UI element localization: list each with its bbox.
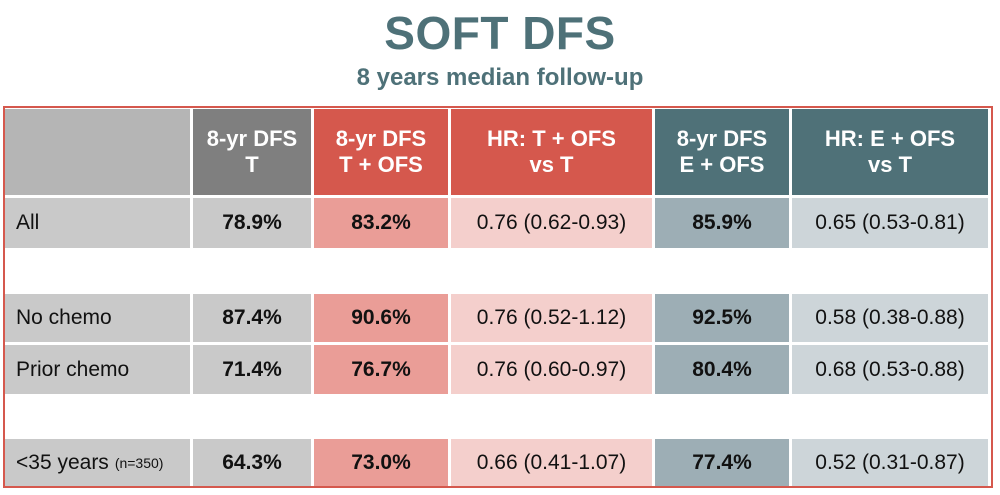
cell-prior-chemo-dfs-t: 71.4% <box>193 345 311 394</box>
row-label-under-35: <35 years (n=350) <box>5 439 190 486</box>
cell-prior-chemo-hr-t-ofs: 0.76 (0.60-0.97) <box>451 345 652 394</box>
cell-all-dfs-e-ofs: 85.9% <box>655 198 789 248</box>
cell-prior-chemo-dfs-e-ofs: 80.4% <box>655 345 789 394</box>
cell-under-35-dfs-e-ofs: 77.4% <box>655 439 789 486</box>
cell-prior-chemo-hr-e-ofs: 0.68 (0.53-0.88) <box>792 345 988 394</box>
cell-all-hr-t-ofs: 0.76 (0.62-0.93) <box>451 198 652 248</box>
spacer-row <box>5 397 190 436</box>
row-label-prior-chemo: Prior chemo <box>5 345 190 394</box>
cell-all-hr-e-ofs: 0.65 (0.53-0.81) <box>792 198 988 248</box>
cell-under-35-dfs-t-ofs: 73.0% <box>314 439 448 486</box>
header-hr-t-ofs: HR: T + OFS vs T <box>451 109 652 195</box>
cell-no-chemo-hr-t-ofs: 0.76 (0.52-1.12) <box>451 294 652 342</box>
page-subtitle: 8 years median follow-up <box>356 64 644 91</box>
row-label-all: All <box>5 198 190 248</box>
cell-all-dfs-t-ofs: 83.2% <box>314 198 448 248</box>
row-label-no-chemo: No chemo <box>5 294 190 342</box>
header-dfs-t: 8-yr DFS T <box>193 109 311 195</box>
spacer-row <box>5 251 190 291</box>
header-dfs-e-ofs: 8-yr DFS E + OFS <box>655 109 789 195</box>
cell-no-chemo-dfs-t: 87.4% <box>193 294 311 342</box>
header-hr-e-ofs: HR: E + OFS vs T <box>792 109 988 195</box>
cell-no-chemo-hr-e-ofs: 0.58 (0.38-0.88) <box>792 294 988 342</box>
cell-no-chemo-dfs-e-ofs: 92.5% <box>655 294 789 342</box>
cell-under-35-hr-e-ofs: 0.52 (0.31-0.87) <box>792 439 988 486</box>
cell-all-dfs-t: 78.9% <box>193 198 311 248</box>
header-dfs-t-ofs: 8-yr DFS T + OFS <box>314 109 448 195</box>
page-title: SOFT DFS <box>384 7 616 59</box>
cell-prior-chemo-dfs-t-ofs: 76.7% <box>314 345 448 394</box>
row-note-n: (n=350) <box>114 454 164 471</box>
cell-under-35-hr-t-ofs: 0.66 (0.41-1.07) <box>451 439 652 486</box>
cell-under-35-dfs-t: 64.3% <box>193 439 311 486</box>
header-blank-cell <box>5 109 190 195</box>
cell-no-chemo-dfs-t-ofs: 90.6% <box>314 294 448 342</box>
